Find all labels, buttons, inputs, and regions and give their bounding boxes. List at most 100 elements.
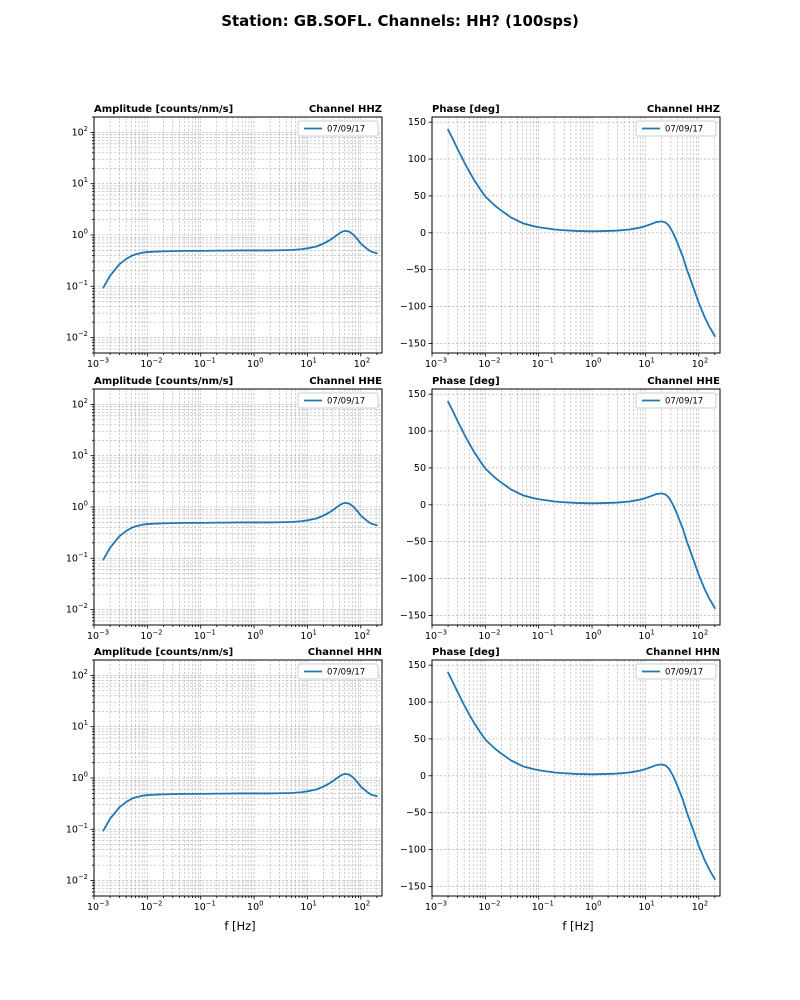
axes-title-right: Channel HHN — [646, 647, 720, 658]
svg-text:10−2: 10−2 — [140, 357, 162, 371]
subplot-amplitude-hhz: 10−3 10−2 10−1 100 101 102 10−2 10−1 100 101 102 Am… — [48, 101, 384, 373]
axes-frame — [93, 116, 383, 354]
svg-text:100: 100 — [72, 228, 88, 242]
legend-label: 07/09/17 — [327, 397, 365, 407]
tick-marks — [428, 121, 716, 357]
svg-text:100: 100 — [408, 426, 426, 437]
axes-title-left: Phase [deg] — [432, 104, 500, 115]
svg-text:102: 102 — [692, 357, 708, 371]
svg-text:−100: −100 — [400, 574, 426, 585]
phase-hhz-plot: 10−3 10−2 10−1 100 101 102 −150 −100 −50 0 50 100 15… — [400, 104, 721, 370]
axes-title-left: Amplitude [counts/nm/s] — [94, 104, 233, 115]
grid — [431, 660, 720, 896]
svg-text:101: 101 — [72, 176, 88, 190]
svg-text:10−1: 10−1 — [532, 900, 554, 914]
phase-hhe-plot: 10−3 10−2 10−1 100 101 102 −150 −100 −50 0 50 100 15… — [400, 376, 721, 642]
axes-title-right: Channel HHE — [309, 376, 382, 387]
tick-labels: 10−3 10−2 10−1 100 101 102 −150 −100 −50 0 50 100 15… — [400, 117, 708, 370]
axes-title-left: Amplitude [counts/nm/s] — [94, 647, 233, 658]
grid — [93, 388, 382, 626]
axes-frame — [93, 659, 383, 897]
svg-text:102: 102 — [354, 357, 370, 371]
svg-text:−50: −50 — [406, 537, 426, 548]
tick-labels: 10−3 10−2 10−1 100 101 102 −150 −100 −50 0 50 100 15… — [400, 389, 708, 642]
svg-text:100: 100 — [585, 357, 601, 371]
amplitude-hhe-plot: 10−3 10−2 10−1 100 101 102 10−2 10−1 100 101 102 Am… — [66, 376, 383, 642]
svg-text:10−2: 10−2 — [66, 330, 88, 344]
grid — [431, 389, 720, 625]
axes-title-right: Channel HHE — [647, 376, 720, 387]
legend: 07/09/17 — [297, 120, 379, 137]
legend-label: 07/09/17 — [327, 125, 365, 135]
axes-title-right: Channel HHN — [308, 647, 382, 658]
svg-text:102: 102 — [692, 900, 708, 914]
svg-text:10−1: 10−1 — [194, 629, 216, 643]
legend: 07/09/17 — [635, 392, 717, 409]
svg-text:50: 50 — [414, 734, 426, 745]
series-line — [102, 773, 378, 832]
axes-title-left: Phase [deg] — [432, 376, 500, 387]
svg-text:50: 50 — [414, 191, 426, 202]
amplitude-hhn-plot: 10−3 10−2 10−1 100 101 102 10−2 10−1 100 101 102 Am… — [66, 647, 383, 913]
svg-text:150: 150 — [408, 117, 426, 128]
axes-title-left: Amplitude [counts/nm/s] — [94, 376, 233, 387]
svg-text:100: 100 — [408, 154, 426, 165]
svg-text:102: 102 — [354, 900, 370, 914]
tick-marks — [428, 664, 716, 900]
svg-text:−50: −50 — [406, 265, 426, 276]
subplot-phase-hhn: 10−3 10−2 10−1 100 101 102 −150 −100 −50 0 50 100 15… — [386, 644, 722, 916]
svg-text:101: 101 — [72, 448, 88, 462]
svg-text:10−3: 10−3 — [87, 629, 109, 643]
svg-text:10−2: 10−2 — [140, 629, 162, 643]
svg-text:102: 102 — [72, 397, 88, 411]
svg-text:101: 101 — [300, 357, 316, 371]
svg-text:101: 101 — [300, 900, 316, 914]
svg-text:10−2: 10−2 — [66, 602, 88, 616]
subplot-phase-hhe: 10−3 10−2 10−1 100 101 102 −150 −100 −50 0 50 100 15… — [386, 373, 722, 645]
svg-text:10−2: 10−2 — [478, 629, 500, 643]
legend: 07/09/17 — [635, 663, 717, 680]
svg-text:102: 102 — [354, 629, 370, 643]
svg-text:10−1: 10−1 — [194, 357, 216, 371]
svg-text:10−3: 10−3 — [87, 900, 109, 914]
svg-text:100: 100 — [247, 629, 263, 643]
axes-title-right: Channel HHZ — [309, 104, 382, 115]
axes-frame — [93, 388, 383, 626]
svg-text:−150: −150 — [400, 610, 426, 621]
svg-text:100: 100 — [408, 697, 426, 708]
series-line — [447, 128, 716, 337]
tick-labels: 10−3 10−2 10−1 100 101 102 10−2 10−1 100 101 102 — [66, 397, 370, 642]
figure-title: Station: GB.SOFL. Channels: HH? (100sps) — [221, 12, 579, 30]
svg-text:10−1: 10−1 — [66, 279, 88, 293]
svg-text:100: 100 — [585, 629, 601, 643]
svg-text:102: 102 — [72, 668, 88, 682]
svg-text:10−3: 10−3 — [425, 629, 447, 643]
svg-text:100: 100 — [247, 357, 263, 371]
svg-text:101: 101 — [638, 629, 654, 643]
svg-text:10−3: 10−3 — [87, 357, 109, 371]
legend-label: 07/09/17 — [665, 125, 703, 135]
svg-text:−150: −150 — [400, 338, 426, 349]
svg-text:10−3: 10−3 — [425, 357, 447, 371]
tick-labels: 10−3 10−2 10−1 100 101 102 −150 −100 −50 0 50 100 15… — [400, 660, 708, 913]
axes-frame — [431, 388, 721, 626]
svg-text:101: 101 — [638, 900, 654, 914]
svg-text:10−2: 10−2 — [478, 900, 500, 914]
x-axis-label-right: f [Hz] — [562, 919, 594, 933]
x-axis-label-left: f [Hz] — [224, 919, 256, 933]
amplitude-hhz-plot: 10−3 10−2 10−1 100 101 102 10−2 10−1 100 101 102 Am… — [66, 104, 383, 371]
series-line — [102, 230, 378, 289]
grid — [93, 116, 382, 354]
tick-labels: 10−3 10−2 10−1 100 101 102 10−2 10−1 100 101 102 — [66, 668, 370, 913]
svg-text:−100: −100 — [400, 845, 426, 856]
legend: 07/09/17 — [297, 663, 379, 680]
svg-text:−100: −100 — [400, 302, 426, 313]
phase-hhn-plot: 10−3 10−2 10−1 100 101 102 −150 −100 −50 0 50 100 15… — [400, 647, 721, 913]
series-line — [447, 400, 716, 609]
svg-text:0: 0 — [420, 771, 426, 782]
subplot-amplitude-hhn: 10−3 10−2 10−1 100 101 102 10−2 10−1 100 101 102 Am… — [48, 644, 384, 916]
svg-text:10−1: 10−1 — [532, 629, 554, 643]
tick-marks — [428, 393, 716, 629]
grid — [431, 117, 720, 353]
